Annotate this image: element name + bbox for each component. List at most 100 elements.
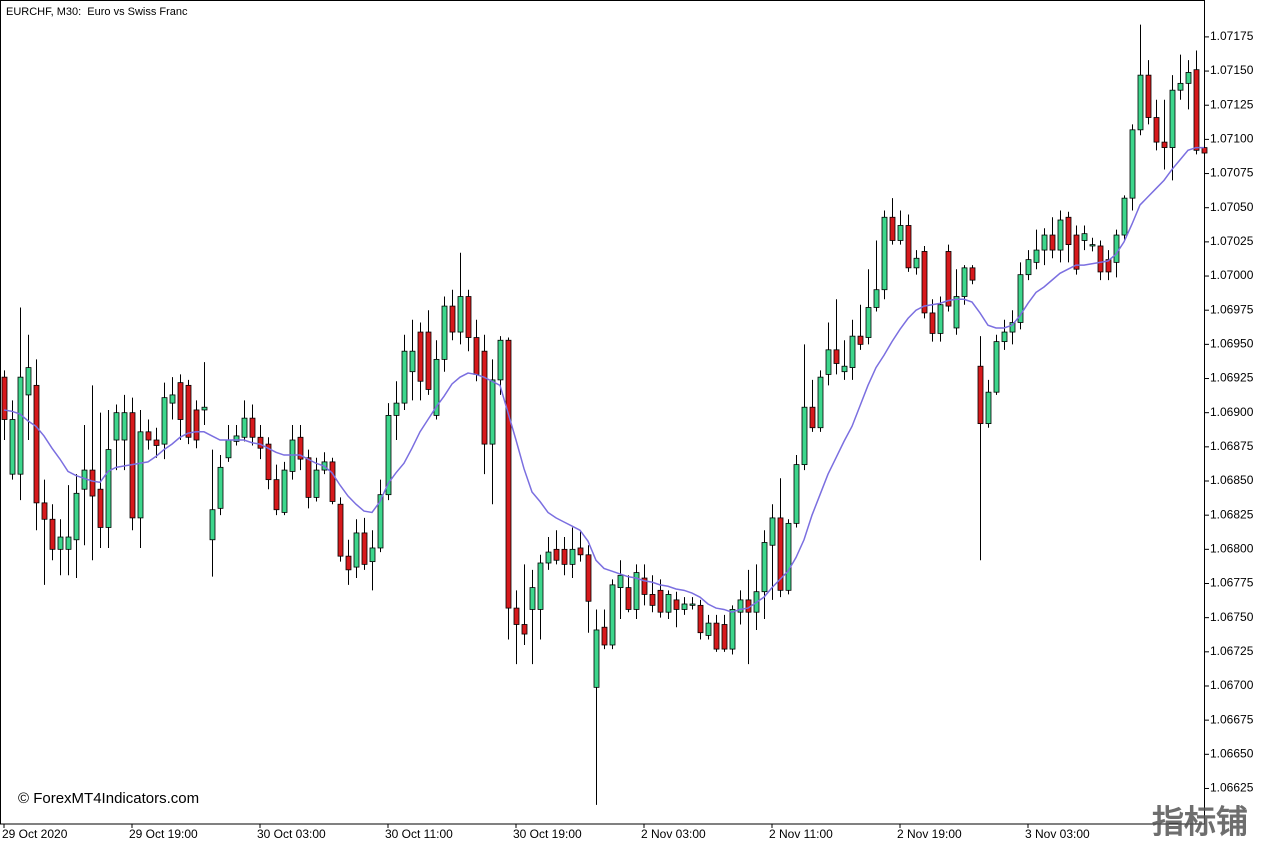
- candle-body: [425, 331, 432, 390]
- candle-body: [777, 517, 784, 591]
- y-tick-label: 1.06750: [1210, 610, 1254, 624]
- candle-body: [929, 312, 936, 334]
- y-tick-label: 1.07075: [1210, 166, 1254, 180]
- candle-body: [273, 479, 280, 511]
- candle-body: [1145, 74, 1152, 118]
- y-tick-label: 1.06825: [1210, 507, 1254, 521]
- candle-body: [489, 379, 496, 445]
- candle-body: [737, 599, 744, 613]
- chart-title: EURCHF, M30: Euro vs Swiss Franc: [6, 6, 188, 18]
- candle-body: [921, 251, 928, 314]
- candle-body: [617, 574, 624, 588]
- candle-body: [49, 518, 56, 550]
- candle-body: [1121, 197, 1128, 236]
- candle-body: [1169, 89, 1176, 148]
- x-tick-label: 29 Oct 2020: [2, 827, 68, 841]
- candle-body: [801, 406, 808, 466]
- y-tick-label: 1.07100: [1210, 132, 1254, 146]
- candle-body: [1113, 234, 1120, 263]
- candle-body: [1137, 74, 1144, 131]
- x-tick-label: 29 Oct 19:00: [129, 827, 198, 841]
- candle-body: [217, 466, 224, 509]
- x-tick-label: 2 Nov 03:00: [641, 827, 706, 841]
- candle-body: [249, 417, 256, 438]
- candle-body: [121, 412, 128, 441]
- candle-body: [649, 594, 656, 606]
- candle-body: [889, 216, 896, 241]
- candle-body: [673, 599, 680, 610]
- candle-body: [1001, 331, 1008, 343]
- candle-body: [713, 622, 720, 650]
- candle-body: [441, 305, 448, 360]
- candle-body: [873, 289, 880, 308]
- y-tick-label: 1.07175: [1210, 29, 1254, 43]
- candle-body: [1017, 274, 1024, 323]
- candle-body: [185, 384, 192, 438]
- plot: [1, 24, 1208, 805]
- candle-body: [657, 589, 664, 613]
- candle-body: [825, 349, 832, 375]
- candle-body: [841, 365, 848, 373]
- candle-body: [809, 406, 816, 429]
- candle-body: [97, 488, 104, 528]
- candle-body: [105, 449, 112, 528]
- candle-body: [361, 532, 368, 565]
- moving-average-line: [3, 146, 1204, 613]
- y-tick-label: 1.06800: [1210, 542, 1254, 556]
- candle-body: [601, 626, 608, 646]
- candle-body: [553, 548, 560, 561]
- candle-body: [153, 439, 160, 446]
- y-tick-label: 1.06925: [1210, 371, 1254, 385]
- candle-body: [9, 419, 16, 475]
- candle-body: [833, 349, 840, 364]
- candle-body: [1177, 82, 1184, 91]
- candle-body: [513, 607, 520, 625]
- candle-body: [433, 358, 440, 416]
- candle-body: [705, 622, 712, 636]
- candle-body: [905, 225, 912, 269]
- candle-body: [993, 341, 1000, 393]
- candle-body: [625, 587, 632, 610]
- candle-body: [865, 307, 872, 338]
- candle-body: [449, 305, 456, 333]
- candle-body: [113, 412, 120, 441]
- candle-body: [769, 517, 776, 546]
- candle-body: [473, 337, 480, 375]
- candle-body: [849, 335, 856, 368]
- candle-body: [1129, 129, 1136, 199]
- candle-body: [1193, 69, 1200, 151]
- candle-body: [1097, 245, 1104, 273]
- candle-body: [1049, 234, 1056, 251]
- y-tick-label: 1.06650: [1210, 746, 1254, 760]
- candle-body: [417, 331, 424, 382]
- candle-body: [1033, 249, 1040, 263]
- y-tick-label: 1.06975: [1210, 302, 1254, 316]
- candle-body: [793, 464, 800, 524]
- candle-body: [209, 509, 216, 541]
- y-tick-label: 1.07150: [1210, 63, 1254, 77]
- y-tick-label: 1.06675: [1210, 712, 1254, 726]
- candle-body: [561, 548, 568, 565]
- candle-body: [401, 350, 408, 404]
- candle-body: [393, 402, 400, 416]
- candle-body: [305, 457, 312, 498]
- candle-body: [241, 417, 248, 438]
- candle-body: [313, 469, 320, 498]
- candle-body: [233, 435, 240, 442]
- candle-body: [729, 609, 736, 650]
- candle-body: [353, 532, 360, 568]
- candle-body: [1089, 244, 1096, 247]
- candle-body: [969, 267, 976, 281]
- candle-body: [1161, 141, 1168, 148]
- candle-body: [193, 409, 200, 441]
- x-tick-label: 30 Oct 11:00: [385, 827, 453, 841]
- candle-body: [177, 382, 184, 420]
- watermark: © ForexMT4Indicators.com: [18, 790, 199, 807]
- candle-body: [281, 469, 288, 513]
- x-tick-label: 30 Oct 03:00: [257, 827, 326, 841]
- candle-body: [537, 562, 544, 610]
- candle-body: [665, 594, 672, 613]
- y-tick-label: 1.06775: [1210, 576, 1254, 590]
- y-tick-label: 1.07125: [1210, 97, 1254, 111]
